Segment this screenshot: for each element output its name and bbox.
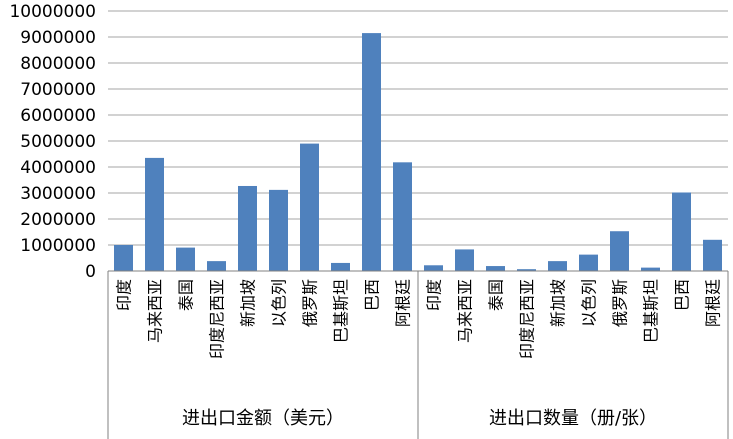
category-label: 印度尼西亚 [518,279,537,359]
bar [238,185,257,271]
category-label: 新加坡 [239,279,258,327]
bar [641,267,660,271]
category-label: 阿根廷 [704,279,723,327]
category-label: 俄罗斯 [611,279,630,327]
category-label: 泰国 [487,279,506,311]
category-label: 巴西 [363,279,382,311]
x-axis [107,270,729,439]
category-label: 巴基斯坦 [642,279,661,343]
bar [207,261,226,271]
bar [424,265,443,271]
bar [176,247,195,271]
y-tick-label: 1000000 [20,236,96,256]
bar [672,192,691,271]
category-label: 巴基斯坦 [332,279,351,343]
y-tick-label: 4000000 [20,158,96,178]
category-label: 以色列 [270,279,289,327]
category-labels: 印度 马来西亚 泰国 印度尼西亚 新加坡 以色列 俄罗斯 巴基斯坦 巴西 阿根廷 印度 马来西亚 泰国印… [115,279,723,359]
category-label: 印度 [425,279,444,311]
y-tick-label: 7000000 [20,80,96,100]
y-tick-label: 3000000 [20,184,96,204]
bar [455,249,474,271]
bar [610,231,629,271]
bar [300,143,319,271]
y-axis-tick-labels: 0 1000000 2000000 3000000 4000000 5000000 6000… [9,2,96,282]
bar [145,157,164,271]
group-label: 进出口金额（美元） [182,408,344,429]
category-label: 新加坡 [549,279,568,327]
bar [486,266,505,271]
y-tick-label: 8000000 [20,54,96,74]
category-label: 马来西亚 [146,279,165,343]
category-label: 印度 [115,279,134,311]
category-label: 泰国 [177,279,196,311]
bar [579,254,598,271]
y-tick-label: 5000000 [20,132,96,152]
y-tick-label: 2000000 [20,210,96,230]
category-label: 俄罗斯 [301,279,320,327]
gridlines [108,10,728,246]
bar [548,261,567,271]
bar [362,33,381,271]
bar [269,189,288,271]
bar [331,262,350,271]
group-label: 进出口数量（册/张） [489,408,657,429]
y-tick-label: 10000000 [9,2,96,22]
bar [703,239,722,271]
category-label: 马来西亚 [456,279,475,343]
y-tick-label: 9000000 [20,28,96,48]
category-label: 印度尼西亚 [208,279,227,359]
bar [114,245,133,271]
category-label: 巴西 [673,279,692,311]
y-tick-label: 6000000 [20,106,96,126]
category-label: 以色列 [580,279,599,327]
category-label: 阿根廷 [394,279,413,327]
bars [114,33,722,271]
y-tick-label: 0 [85,262,96,282]
bar [517,269,536,271]
group-labels: 进出口金额（美元） 进出口数量（册/张） [182,408,657,429]
bar [393,162,412,271]
